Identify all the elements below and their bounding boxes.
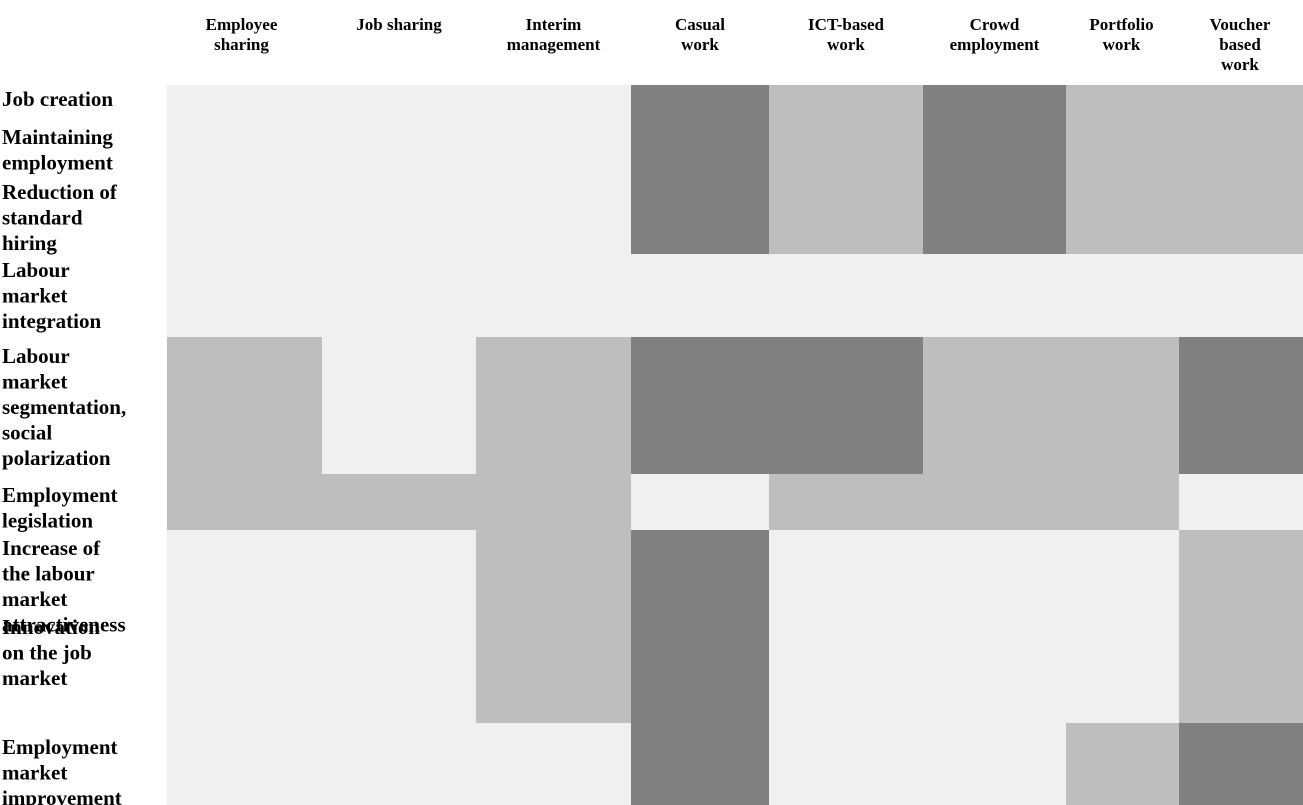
- heatmap-cell: [322, 530, 476, 723]
- row-header: Labour market segmentation, social polarizat…: [2, 344, 126, 470]
- row-header: Employment legislation: [2, 483, 118, 533]
- heatmap-cell: [1066, 337, 1179, 474]
- heatmap-cell: [1066, 723, 1179, 805]
- heatmap-cell: [167, 474, 322, 530]
- heatmap-cell: [923, 85, 1066, 254]
- heatmap-cell: [923, 254, 1066, 337]
- heatmap-cell: [167, 337, 322, 474]
- column-headers: Employee sharing Job sharing Interim managem…: [206, 15, 1271, 74]
- column-header: Crowd employment: [950, 15, 1040, 54]
- heatmap-cell: [923, 530, 1066, 723]
- row-header: Maintaining employment: [2, 125, 113, 175]
- heatmap-cell: [1179, 337, 1303, 474]
- column-header: Casual work: [675, 15, 725, 54]
- heatmap-cell: [631, 337, 769, 474]
- heatmap-cell: [476, 337, 631, 474]
- heatmap-cells: [167, 85, 1303, 805]
- heatmap-cell: [1179, 474, 1303, 530]
- column-header: Job sharing: [356, 15, 442, 34]
- heatmap-cell: [476, 474, 631, 530]
- heatmap-cell: [769, 723, 923, 805]
- column-header: Interim management: [507, 15, 601, 54]
- heatmap-cell: [769, 337, 923, 474]
- heatmap-cell: [631, 85, 769, 254]
- heatmap-cell: [167, 254, 322, 337]
- heatmap-cell: [1066, 474, 1179, 530]
- heatmap-cell: [167, 85, 322, 254]
- heatmap-cell: [167, 723, 322, 805]
- heatmap-cell: [476, 254, 631, 337]
- heatmap-cell: [476, 85, 631, 254]
- heatmap-cell: [769, 474, 923, 530]
- heatmap-cell: [322, 337, 476, 474]
- heatmap-cell: [476, 723, 631, 805]
- heatmap-cell: [1066, 530, 1179, 723]
- row-header: Innovation on the job market: [2, 615, 100, 690]
- heatmap-cell: [631, 723, 769, 805]
- heatmap-cell: [1179, 723, 1303, 805]
- heatmap-cell: [322, 723, 476, 805]
- heatmap-cell: [923, 723, 1066, 805]
- heatmap-cell: [1179, 530, 1303, 723]
- heatmap-cell: [476, 530, 631, 723]
- heatmap-cell: [1179, 85, 1303, 254]
- row-header: Labour market integration: [2, 258, 101, 333]
- column-header: Portfolio work: [1089, 15, 1153, 54]
- row-header: Employment market improvement: [2, 735, 122, 805]
- column-header: Employee sharing: [206, 15, 278, 54]
- heatmap-cell: [1179, 254, 1303, 337]
- heatmap-cell: [923, 474, 1066, 530]
- heatmap-cell: [769, 85, 923, 254]
- heatmap-cell: [631, 474, 769, 530]
- heatmap-cell: [167, 530, 322, 723]
- heatmap-cell: [769, 254, 923, 337]
- heatmap-cell: [322, 474, 476, 530]
- heatmap-cell: [923, 337, 1066, 474]
- row-header: Increase of the labour market attractivenes…: [2, 536, 126, 637]
- heatmap-cell: [631, 530, 769, 723]
- heatmap-cell: [1066, 85, 1179, 254]
- row-headers: Job creation Maintaining employmentReducti…: [2, 87, 126, 805]
- column-header: ICT-based work: [808, 15, 884, 54]
- column-header: Voucher based work: [1210, 15, 1271, 74]
- row-header: Job creation: [2, 87, 113, 111]
- heatmap-cell: [322, 85, 476, 254]
- heatmap-cell: [769, 530, 923, 723]
- heatmap-cell: [1066, 254, 1179, 337]
- heatmap-cell: [322, 254, 476, 337]
- row-header: Reduction of standard hiring: [2, 180, 118, 255]
- heatmap-cell: [631, 254, 769, 337]
